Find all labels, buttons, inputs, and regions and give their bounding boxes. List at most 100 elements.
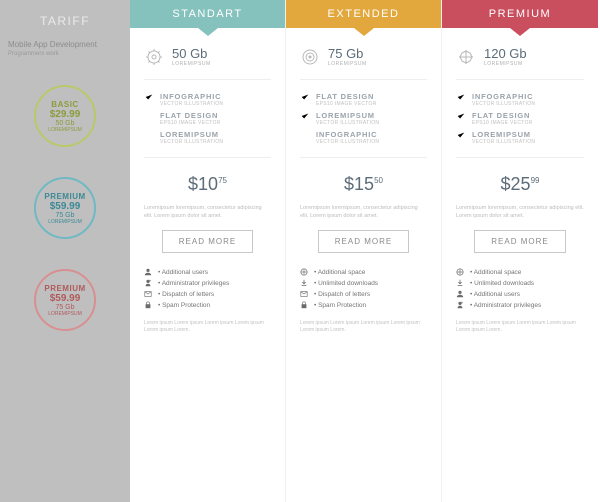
sidebar-badge[interactable]: BASIC $29.99 50 Gb LOREMIPSUM xyxy=(34,85,96,147)
download-icon xyxy=(300,279,308,287)
users-icon xyxy=(144,268,152,276)
feature-title: INFOGRAPHIC xyxy=(472,92,535,101)
check-icon xyxy=(144,92,154,102)
feature-sub: VECTOR ILLUSTRATION xyxy=(160,101,223,107)
extra-row: • Spam Protection xyxy=(144,301,271,309)
badge-price: $59.99 xyxy=(50,201,81,212)
plan-footer: Lorem ipsum Lorem ipsum Lorem ipsum Lore… xyxy=(300,320,427,334)
extra-text: • Dispatch of letters xyxy=(314,291,370,298)
gear-icon xyxy=(144,47,164,67)
extra-row: • Administrator privileges xyxy=(456,301,584,309)
extra-text: • Dispatch of letters xyxy=(158,291,214,298)
extra-row: • Spam Protection xyxy=(300,301,427,309)
feature-sub: VECTOR ILLUSTRATION xyxy=(316,120,379,126)
sidebar-badge[interactable]: PREMIUM $59.99 75 Gb LOREMIPSUM xyxy=(34,177,96,239)
feature-row: LOREMIPSUM VECTOR ILLUSTRATION xyxy=(144,130,271,145)
storage-sub: LOREMIPSUM xyxy=(484,61,527,67)
space-icon xyxy=(456,268,464,276)
plan-description: Loremipsum loremipsum, consectetur adipi… xyxy=(300,205,427,220)
plan-price: $1550 xyxy=(300,174,427,195)
check-icon xyxy=(300,92,310,102)
extra-text: • Administrator privileges xyxy=(158,280,229,287)
storage-amount: 50 Gb xyxy=(172,46,211,61)
feature-title: INFOGRAPHIC xyxy=(316,130,379,139)
read-more-button[interactable]: READ MORE xyxy=(318,230,409,253)
plan-description: Loremipsum loremipsum, consectetur adipi… xyxy=(456,205,584,220)
plan-column: STANDART 50 Gb LOREMIPSUM INFOGRAPHIC VE… xyxy=(130,0,286,502)
check-icon xyxy=(456,111,466,121)
feature-list: FLAT DESIGN EPS10 IMAGE VECTOR LOREMIPSU… xyxy=(300,79,427,158)
extra-text: • Administrator privileges xyxy=(470,302,541,309)
badge-name: PREMIUM xyxy=(44,192,85,201)
feature-sub: EPS10 IMAGE VECTOR xyxy=(316,101,377,107)
feature-title: FLAT DESIGN xyxy=(316,92,377,101)
feature-list: INFOGRAPHIC VECTOR ILLUSTRATION FLAT DES… xyxy=(456,79,584,158)
storage-row: 75 Gb LOREMIPSUM xyxy=(300,46,427,67)
mail-icon xyxy=(144,290,152,298)
plan-header: EXTENDED xyxy=(286,0,441,28)
read-more-button[interactable]: READ MORE xyxy=(162,230,253,253)
feature-row: INFOGRAPHIC VECTOR ILLUSTRATION xyxy=(300,130,427,145)
storage-row: 50 Gb LOREMIPSUM xyxy=(144,46,271,67)
storage-amount: 75 Gb xyxy=(328,46,367,61)
feature-sub: VECTOR ILLUSTRATION xyxy=(316,139,379,145)
feature-title: LOREMIPSUM xyxy=(316,111,379,120)
plan-header: PREMIUM xyxy=(442,0,598,28)
extra-text: • Spam Protection xyxy=(158,302,210,309)
badge-price: $29.99 xyxy=(50,109,81,120)
extra-row: • Unlimited downloads xyxy=(456,279,584,287)
extra-text: • Additional space xyxy=(470,269,521,276)
sidebar-subtitle2: Programmers work xyxy=(8,51,122,57)
plan-price: $1075 xyxy=(144,174,271,195)
badge-price: $59.99 xyxy=(50,293,81,304)
plan-footer: Lorem ipsum Lorem ipsum Lorem ipsum Lore… xyxy=(144,320,271,334)
plan-column: PREMIUM 120 Gb LOREMIPSUM INFOGRAPHIC VE… xyxy=(442,0,598,502)
extra-row: • Unlimited downloads xyxy=(300,279,427,287)
feature-title: INFOGRAPHIC xyxy=(160,92,223,101)
extra-row: • Administrator privileges xyxy=(144,279,271,287)
feature-row: INFOGRAPHIC VECTOR ILLUSTRATION xyxy=(456,92,584,107)
extra-text: • Additional users xyxy=(158,269,208,276)
storage-row: 120 Gb LOREMIPSUM xyxy=(456,46,584,67)
extras-list: • Additional space • Unlimited downloads… xyxy=(300,265,427,312)
download-icon xyxy=(456,279,464,287)
feature-row: FLAT DESIGN EPS10 IMAGE VECTOR xyxy=(456,111,584,126)
users-icon xyxy=(456,290,464,298)
plans-container: STANDART 50 Gb LOREMIPSUM INFOGRAPHIC VE… xyxy=(130,0,600,502)
extras-list: • Additional users • Administrator privi… xyxy=(144,265,271,312)
check-icon xyxy=(456,92,466,102)
extra-text: • Additional space xyxy=(314,269,365,276)
storage-sub: LOREMIPSUM xyxy=(328,61,367,67)
plan-footer: Lorem ipsum Lorem ipsum Lorem ipsum Lore… xyxy=(456,320,584,334)
feature-row: FLAT DESIGN EPS10 IMAGE VECTOR xyxy=(300,92,427,107)
storage-sub: LOREMIPSUM xyxy=(172,61,211,67)
feature-list: INFOGRAPHIC VECTOR ILLUSTRATION FLAT DES… xyxy=(144,79,271,158)
badge-name: PREMIUM xyxy=(44,284,85,293)
sidebar: TARIFF Mobile App Development Programmer… xyxy=(0,0,130,502)
extra-row: • Additional space xyxy=(456,268,584,276)
badge-storage: 75 Gb xyxy=(55,212,74,219)
plan-description: Loremipsum loremipsum, consectetur adipi… xyxy=(144,205,271,220)
sidebar-badge[interactable]: PREMIUM $59.99 75 Gb LOREMIPSUM xyxy=(34,269,96,331)
feature-sub: VECTOR ILLUSTRATION xyxy=(160,139,223,145)
badge-name: BASIC xyxy=(51,100,78,109)
feature-sub: EPS10 IMAGE VECTOR xyxy=(160,120,221,126)
storage-amount: 120 Gb xyxy=(484,46,527,61)
read-more-button[interactable]: READ MORE xyxy=(474,230,565,253)
space-icon xyxy=(300,268,308,276)
extras-list: • Additional space • Unlimited downloads… xyxy=(456,265,584,312)
plan-name: STANDART xyxy=(172,8,242,20)
lock-icon xyxy=(300,301,308,309)
plan-column: EXTENDED 75 Gb LOREMIPSUM FLAT DESIGN EP… xyxy=(286,0,442,502)
arrows-icon xyxy=(456,47,476,67)
target-icon xyxy=(300,47,320,67)
plan-header: STANDART xyxy=(130,0,285,28)
extra-row: • Dispatch of letters xyxy=(300,290,427,298)
badge-storage: 50 Gb xyxy=(55,120,74,127)
feature-title: FLAT DESIGN xyxy=(472,111,533,120)
lock-icon xyxy=(144,301,152,309)
extra-row: • Additional users xyxy=(144,268,271,276)
feature-row: FLAT DESIGN EPS10 IMAGE VECTOR xyxy=(144,111,271,126)
badge-sub: LOREMIPSUM xyxy=(48,311,82,317)
extra-text: • Spam Protection xyxy=(314,302,366,309)
